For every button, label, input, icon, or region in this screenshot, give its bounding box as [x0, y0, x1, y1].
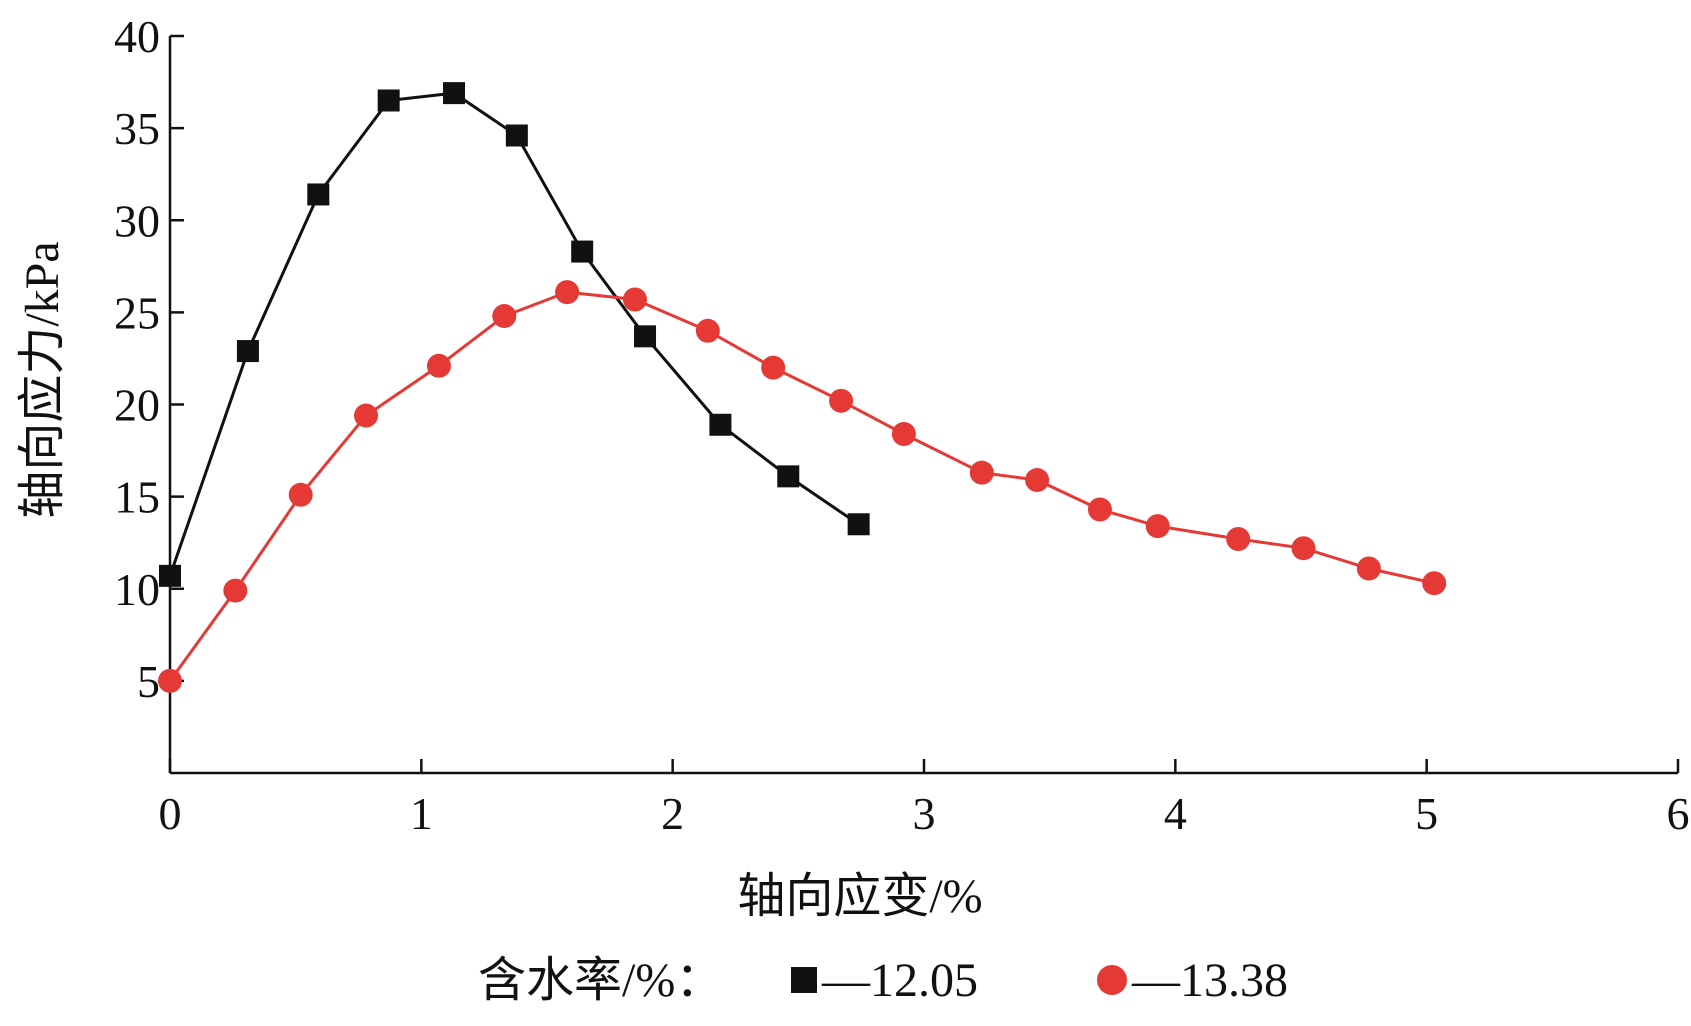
y-tick-label-35: 35 [114, 103, 160, 154]
point-13.38-10 [829, 388, 854, 413]
series-13.38 [158, 280, 1447, 693]
x-tick-label-1: 1 [410, 788, 433, 839]
point-12.05-5 [505, 124, 528, 147]
point-12.05-7 [634, 325, 657, 348]
x-tick-label-5: 5 [1415, 788, 1438, 839]
axes: 5 10 15 20 25 30 35 40 0 1 2 3 4 5 6 [114, 11, 1690, 839]
point-12.05-6 [571, 240, 594, 263]
y-tick-label-20: 20 [114, 380, 160, 431]
point-12.05-0 [159, 564, 181, 587]
point-13.38-8 [695, 318, 720, 343]
legend-marker-13.38 [1097, 965, 1127, 995]
point-13.38-2 [288, 482, 313, 507]
point-12.05-9 [777, 465, 800, 488]
point-12.05-3 [377, 89, 400, 112]
point-13.38-7 [622, 287, 647, 312]
y-tick-label-15: 15 [114, 472, 160, 523]
series-line-13.38 [168, 290, 1435, 682]
x-tick-label-3: 3 [913, 788, 936, 839]
x-tick-label-4: 4 [1164, 788, 1187, 839]
point-12.05-1 [236, 340, 259, 363]
point-13.38-15 [1145, 514, 1170, 539]
point-13.38-3 [354, 403, 379, 428]
point-13.38-0 [158, 668, 182, 693]
point-13.38-9 [761, 355, 786, 380]
point-13.38-16 [1226, 527, 1251, 552]
point-12.05-4 [443, 82, 466, 105]
point-13.38-5 [492, 304, 517, 329]
x-tick-label-6: 6 [1667, 788, 1690, 839]
point-13.38-11 [891, 421, 916, 446]
y-tick-label-5: 5 [137, 656, 160, 707]
point-13.38-4 [426, 353, 451, 378]
legend: 含水率/%： —12.05 —13.38 [478, 954, 1288, 1007]
series-line-12.05 [168, 91, 860, 577]
y-tick-label-40: 40 [114, 11, 160, 62]
point-12.05-2 [307, 183, 330, 206]
y-tick-label-10: 10 [114, 564, 160, 615]
legend-title: 含水率/%： [478, 954, 723, 1007]
point-13.38-19 [1422, 571, 1447, 596]
point-13.38-18 [1356, 556, 1381, 581]
point-13.38-14 [1087, 497, 1112, 522]
series-layer [158, 82, 1447, 693]
legend-label-12.05: —12.05 [821, 954, 978, 1007]
x-axis-title: 轴向应变/% [737, 870, 982, 923]
point-13.38-17 [1291, 536, 1316, 561]
y-axis-title: 轴向应力/kPa [16, 241, 69, 518]
legend-marker-12.05 [791, 967, 817, 993]
point-12.05-10 [847, 513, 870, 536]
y-tick-label-25: 25 [114, 287, 160, 338]
x-tick-label-2: 2 [661, 788, 684, 839]
legend-label-13.38: —13.38 [1131, 954, 1288, 1007]
x-tick-label-0: 0 [159, 788, 182, 839]
point-13.38-6 [555, 280, 580, 305]
series-12.05 [159, 82, 870, 587]
point-13.38-13 [1025, 468, 1050, 493]
point-13.38-1 [223, 578, 248, 603]
point-13.38-12 [969, 460, 994, 485]
y-tick-label-30: 30 [114, 195, 160, 246]
point-12.05-8 [709, 413, 732, 436]
